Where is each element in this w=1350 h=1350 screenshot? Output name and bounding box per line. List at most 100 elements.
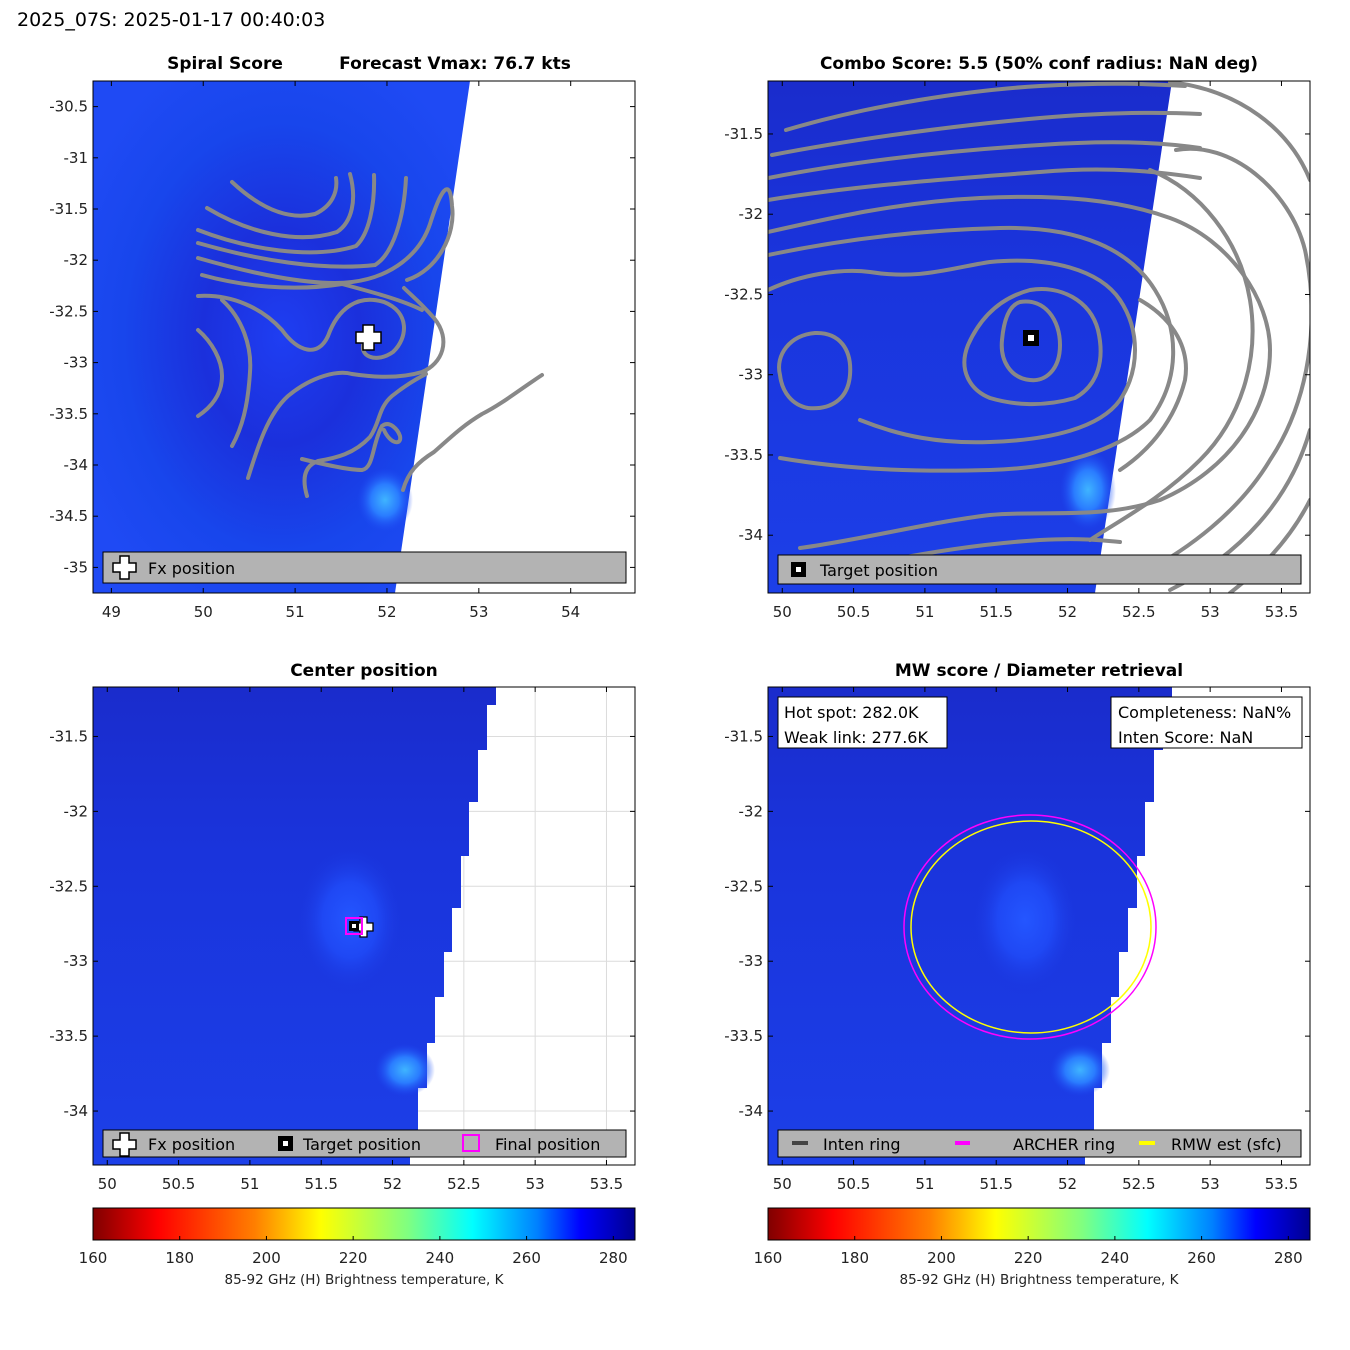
x-tick-label: 51	[915, 1175, 934, 1193]
colorbar-tick-label: 160	[754, 1249, 783, 1267]
x-tick-label: 50	[194, 603, 213, 621]
colorbar-tick-label: 160	[79, 1249, 108, 1267]
y-tick-label: -35	[64, 558, 89, 576]
y-tick-label: -33	[64, 952, 89, 970]
y-tick-label: -33.5	[724, 1027, 763, 1045]
y-tick-label: -34	[739, 526, 764, 544]
tb-warm-patch	[357, 468, 413, 532]
x-tick-label: 50	[98, 1175, 117, 1193]
y-tick-label: -34.5	[49, 507, 88, 525]
y-tick-label: -33.5	[49, 405, 88, 423]
info-box-left: Hot spot: 282.0K Weak link: 277.6K	[777, 696, 948, 749]
colorbar-tick-label: 240	[1101, 1249, 1130, 1267]
panel-mw-score: MW score / Diameter retrieval 50 50.5 51 51…	[724, 661, 1311, 1193]
panel-combo-score: Combo Score: 5.5 (50% conf radius: NaN d…	[724, 54, 1311, 621]
legend: Fx position Target position Final positi…	[102, 1129, 627, 1158]
colorbar-tick-label: 200	[927, 1249, 956, 1267]
x-tick-label: 53	[469, 603, 488, 621]
colorbar-tick-label: 220	[1014, 1249, 1043, 1267]
colorbar-right: 160 180 200 220 240 260 280 85-92 GHz (H) Brig…	[754, 1207, 1311, 1288]
colorbar-ticks: 160 180 200 220 240 260 280	[79, 1236, 628, 1267]
plus-marker-icon	[112, 1132, 137, 1157]
legend-box	[102, 1129, 627, 1158]
tb-warm-patch	[375, 1044, 435, 1096]
tb-warm-patch	[1050, 1044, 1110, 1096]
colorbar-tick-label: 260	[512, 1249, 541, 1267]
axis-ticks: 50 50.5 51 51.5 52 52.5 53 53.5 -31.5 -32 -32.5 -33…	[724, 687, 1310, 1193]
colorbar-tick-label: 280	[1274, 1249, 1303, 1267]
info-box	[777, 696, 948, 749]
panel-spiral-score: Spiral Score Forecast Vmax: 76.7 kts	[49, 54, 636, 621]
x-tick-label: 52	[383, 1175, 402, 1193]
legend-box	[102, 551, 627, 584]
axes-frame	[767, 686, 1311, 1166]
y-tick-label: -32	[739, 802, 764, 820]
y-tick-label: -32.5	[724, 877, 763, 895]
colorbar-tick-label: 180	[840, 1249, 869, 1267]
legend-rmw: RMW est (sfc)	[1171, 1135, 1282, 1154]
tb-eye	[970, 845, 1080, 995]
y-tick-label: -31.5	[49, 200, 88, 218]
weak-link-text: Weak link: 277.6K	[784, 728, 928, 747]
y-tick-label: -32.5	[724, 285, 763, 303]
axes-frame	[767, 80, 1311, 594]
y-tick-label: -32.5	[49, 877, 88, 895]
center-markers	[345, 916, 374, 938]
legend: Fx position	[102, 551, 627, 584]
x-tick-label: 51.5	[980, 603, 1013, 621]
x-tick-label: 54	[561, 603, 580, 621]
combo-contours	[768, 81, 1310, 593]
colorbar-tick-label: 220	[339, 1249, 368, 1267]
archer-ring	[903, 814, 1157, 1040]
y-tick-label: -34	[64, 456, 89, 474]
y-tick-label: -31.5	[724, 727, 763, 745]
legend-final: Final position	[495, 1135, 600, 1154]
x-tick-label: 52.5	[1122, 1175, 1155, 1193]
target-square-inner	[1028, 335, 1034, 341]
y-tick-label: -33	[739, 366, 764, 384]
x-tick-label: 51.5	[305, 1175, 338, 1193]
x-tick-label: 52.5	[447, 1175, 480, 1193]
legend: Target position	[777, 554, 1302, 585]
figure-title: 2025_07S: 2025-01-17 00:40:03	[17, 9, 325, 31]
y-tick-label: -31	[64, 149, 89, 167]
rmw-ring	[910, 820, 1152, 1034]
x-tick-label: 53.5	[1265, 603, 1298, 621]
x-tick-label: 53	[1201, 603, 1220, 621]
x-tick-label: 49	[102, 603, 121, 621]
x-tick-label: 50	[773, 603, 792, 621]
y-tick-label: -32	[64, 251, 89, 269]
y-tick-label: -33.5	[724, 446, 763, 464]
colorbar-tick-label: 280	[599, 1249, 628, 1267]
center-title: Center position	[290, 661, 438, 681]
x-tick-label: 50	[773, 1175, 792, 1193]
tb-eye	[295, 845, 405, 995]
colorbar-tick-label: 200	[252, 1249, 281, 1267]
x-tick-label: 52	[1058, 603, 1077, 621]
target-square-inner	[796, 567, 801, 572]
legend-archer-ring: ARCHER ring	[1013, 1135, 1115, 1154]
x-tick-label: 51	[240, 1175, 259, 1193]
legend: Inten ring ARCHER ring RMW est (sfc)	[777, 1129, 1302, 1158]
legend-box	[777, 554, 1302, 585]
target-square-inner	[283, 1141, 288, 1146]
colorbar-ticks: 160 180 200 220 240 260 280	[754, 1236, 1303, 1267]
combo-title: Combo Score: 5.5 (50% conf radius: NaN d…	[820, 54, 1258, 74]
axis-ticks: 50 50.5 51 51.5 52 52.5 53 53.5 -31.5 -32 -32.5 -33…	[724, 81, 1310, 621]
x-tick-label: 52.5	[1122, 603, 1155, 621]
target-square-inner	[352, 924, 356, 928]
x-tick-label: 52	[377, 603, 396, 621]
axes-frame	[92, 80, 636, 594]
legend-inten-ring: Inten ring	[823, 1135, 901, 1154]
y-tick-label: -30.5	[49, 98, 88, 116]
y-tick-label: -32	[739, 205, 764, 223]
forecast-vmax-title: Forecast Vmax: 76.7 kts	[339, 54, 571, 74]
legend-fx: Fx position	[148, 559, 235, 578]
y-tick-label: -31.5	[49, 727, 88, 745]
colorbar-tick-label: 180	[165, 1249, 194, 1267]
plus-marker-icon	[112, 555, 137, 580]
x-tick-label: 52	[1058, 1175, 1077, 1193]
x-tick-label: 51.5	[980, 1175, 1013, 1193]
x-tick-label: 53	[1201, 1175, 1220, 1193]
